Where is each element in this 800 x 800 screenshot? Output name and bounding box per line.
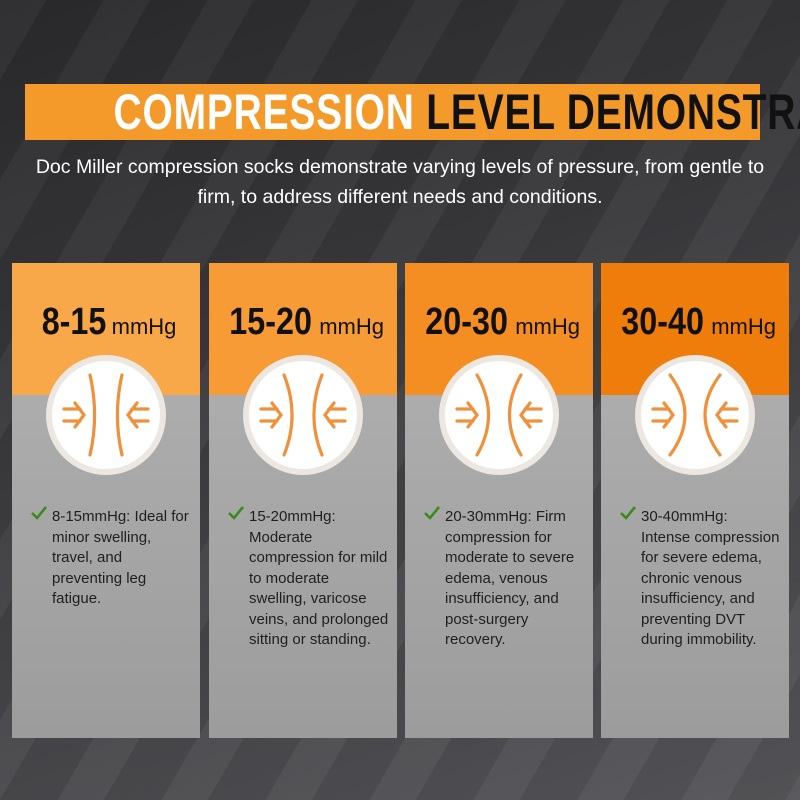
icon-lines (651, 373, 739, 457)
check-mark (424, 506, 441, 520)
title: COMPRESSION LEVEL DEMONSTRATION (0, 84, 800, 140)
check-icon (228, 506, 245, 520)
arrow-right (323, 401, 347, 429)
title-light: COMPRESSION (113, 84, 415, 140)
range-value: 30-40 (621, 301, 704, 343)
check-mark (31, 506, 48, 520)
check-icon (424, 506, 441, 520)
icon-circle (249, 361, 357, 469)
subtitle: Doc Miller compression socks demonstrate… (35, 156, 765, 208)
icon-circle (641, 361, 749, 469)
range-label: 30-40 mmHg (601, 301, 789, 344)
range-unit: mmHg (711, 314, 776, 339)
curve (475, 373, 491, 457)
curve (88, 373, 97, 457)
curve (703, 373, 722, 457)
range-unit: mmHg (111, 314, 177, 339)
icon-lines (455, 373, 543, 457)
range-label: 8-15 mmHg (12, 301, 200, 344)
arrow-left (62, 401, 86, 429)
icon-circle (52, 361, 160, 469)
curve (312, 373, 324, 457)
compression-icon (243, 355, 363, 475)
description: 30-40mmHg: Intense compression for sever… (641, 508, 780, 648)
curve (507, 373, 523, 457)
card: 20-30 mmHg 20-30mmHg: Firm compression for… (405, 263, 593, 738)
range-unit: mmHg (319, 314, 384, 339)
description: 15-20mmHg: Moderate compression for mild… (249, 508, 389, 648)
arrow-right (126, 401, 150, 429)
curve (115, 373, 124, 457)
check-icon (620, 506, 637, 520)
range-label: 20-30 mmHg (405, 301, 593, 344)
compression-icon (635, 355, 755, 475)
compression-icon (439, 355, 559, 475)
curve (668, 373, 687, 457)
card: 15-20 mmHg 15-20mmHg: Moderate compression… (209, 263, 397, 738)
icon-lines (259, 373, 347, 457)
arrow-right (519, 401, 543, 429)
title-banner (25, 84, 760, 140)
arrow-left (259, 401, 283, 429)
range-unit: mmHg (515, 314, 580, 339)
check-icon (31, 506, 48, 520)
range-value: 20-30 (425, 301, 508, 343)
range-value: 8-15 (41, 301, 106, 343)
range-label: 15-20 mmHg (209, 301, 397, 344)
icon-circle (445, 361, 553, 469)
arrow-left (651, 401, 675, 429)
card: 8-15 mmHg 8-15mmHg: Ideal for minor swelli… (12, 263, 200, 738)
icon-lines (62, 373, 150, 457)
card: 30-40 mmHg 30-40mmHg: Intense compression … (601, 263, 789, 738)
arrow-left (455, 401, 479, 429)
compression-icon (46, 355, 166, 475)
check-mark (620, 506, 637, 520)
description: 20-30mmHg: Firm compression for moderate… (445, 508, 575, 648)
title-dark: LEVEL DEMONSTRATION (426, 84, 800, 140)
arrow-right (715, 401, 739, 429)
description: 8-15mmHg: Ideal for minor swelling, trav… (52, 508, 189, 607)
range-value: 15-20 (229, 301, 312, 343)
curve (282, 373, 294, 457)
check-mark (228, 506, 245, 520)
